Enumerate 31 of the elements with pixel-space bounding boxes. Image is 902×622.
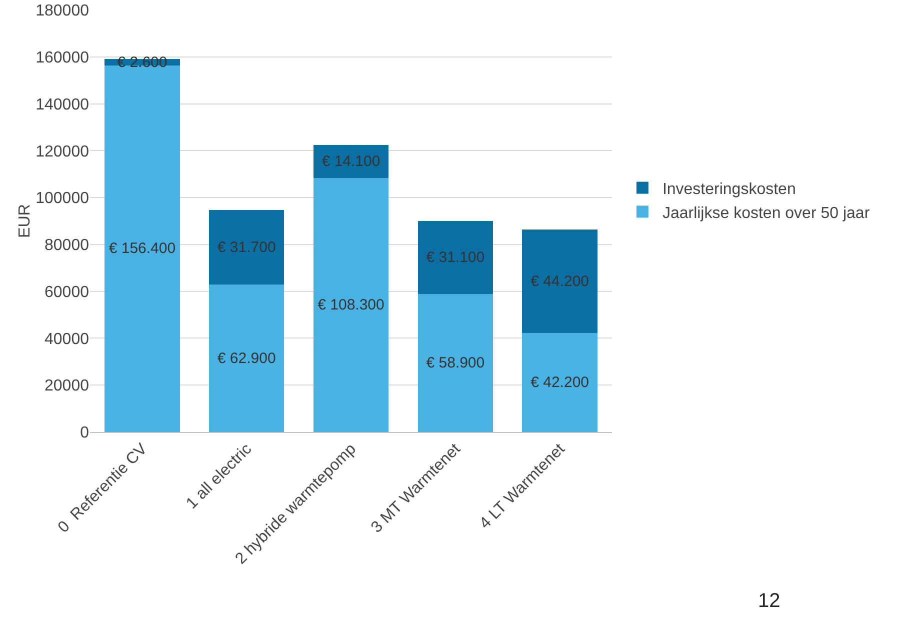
y-tick-label: 160000 <box>36 49 90 66</box>
data-label: € 44.200 <box>530 272 589 290</box>
y-tick-label: 120000 <box>36 143 90 160</box>
data-label: € 156.400 <box>108 240 176 258</box>
data-label: € 31.100 <box>426 248 485 266</box>
bar <box>418 294 493 432</box>
legend-label: Investeringskosten <box>662 181 796 198</box>
y-tick-label: 20000 <box>44 378 90 395</box>
y-tick-label: 140000 <box>36 96 90 114</box>
bar <box>522 229 598 334</box>
data-label: € 31.700 <box>217 238 276 256</box>
y-tick-label: 40000 <box>44 330 90 348</box>
y-tick-label: 60000 <box>44 284 90 301</box>
y-tick-label: 180000 <box>36 2 90 20</box>
data-label: € 62.900 <box>217 350 276 367</box>
y-tick-label: 0 <box>80 424 90 442</box>
legend-label: Jaarlijkse kosten over 50 jaar <box>662 204 870 222</box>
bar <box>522 333 598 432</box>
data-label: € 14.100 <box>322 153 380 170</box>
text: 12 <box>758 590 780 612</box>
bar <box>313 145 389 178</box>
bar <box>313 178 389 432</box>
y-tick-label: 80000 <box>44 237 90 254</box>
data-label: € 42.200 <box>530 374 589 392</box>
bar <box>209 210 284 285</box>
y-axis-title: EUR <box>16 204 34 238</box>
bar <box>418 221 493 294</box>
data-label: € 58.900 <box>426 354 485 372</box>
bar <box>209 284 284 432</box>
data-label: € 108.300 <box>318 296 384 314</box>
y-tick-label: 100000 <box>36 190 90 208</box>
